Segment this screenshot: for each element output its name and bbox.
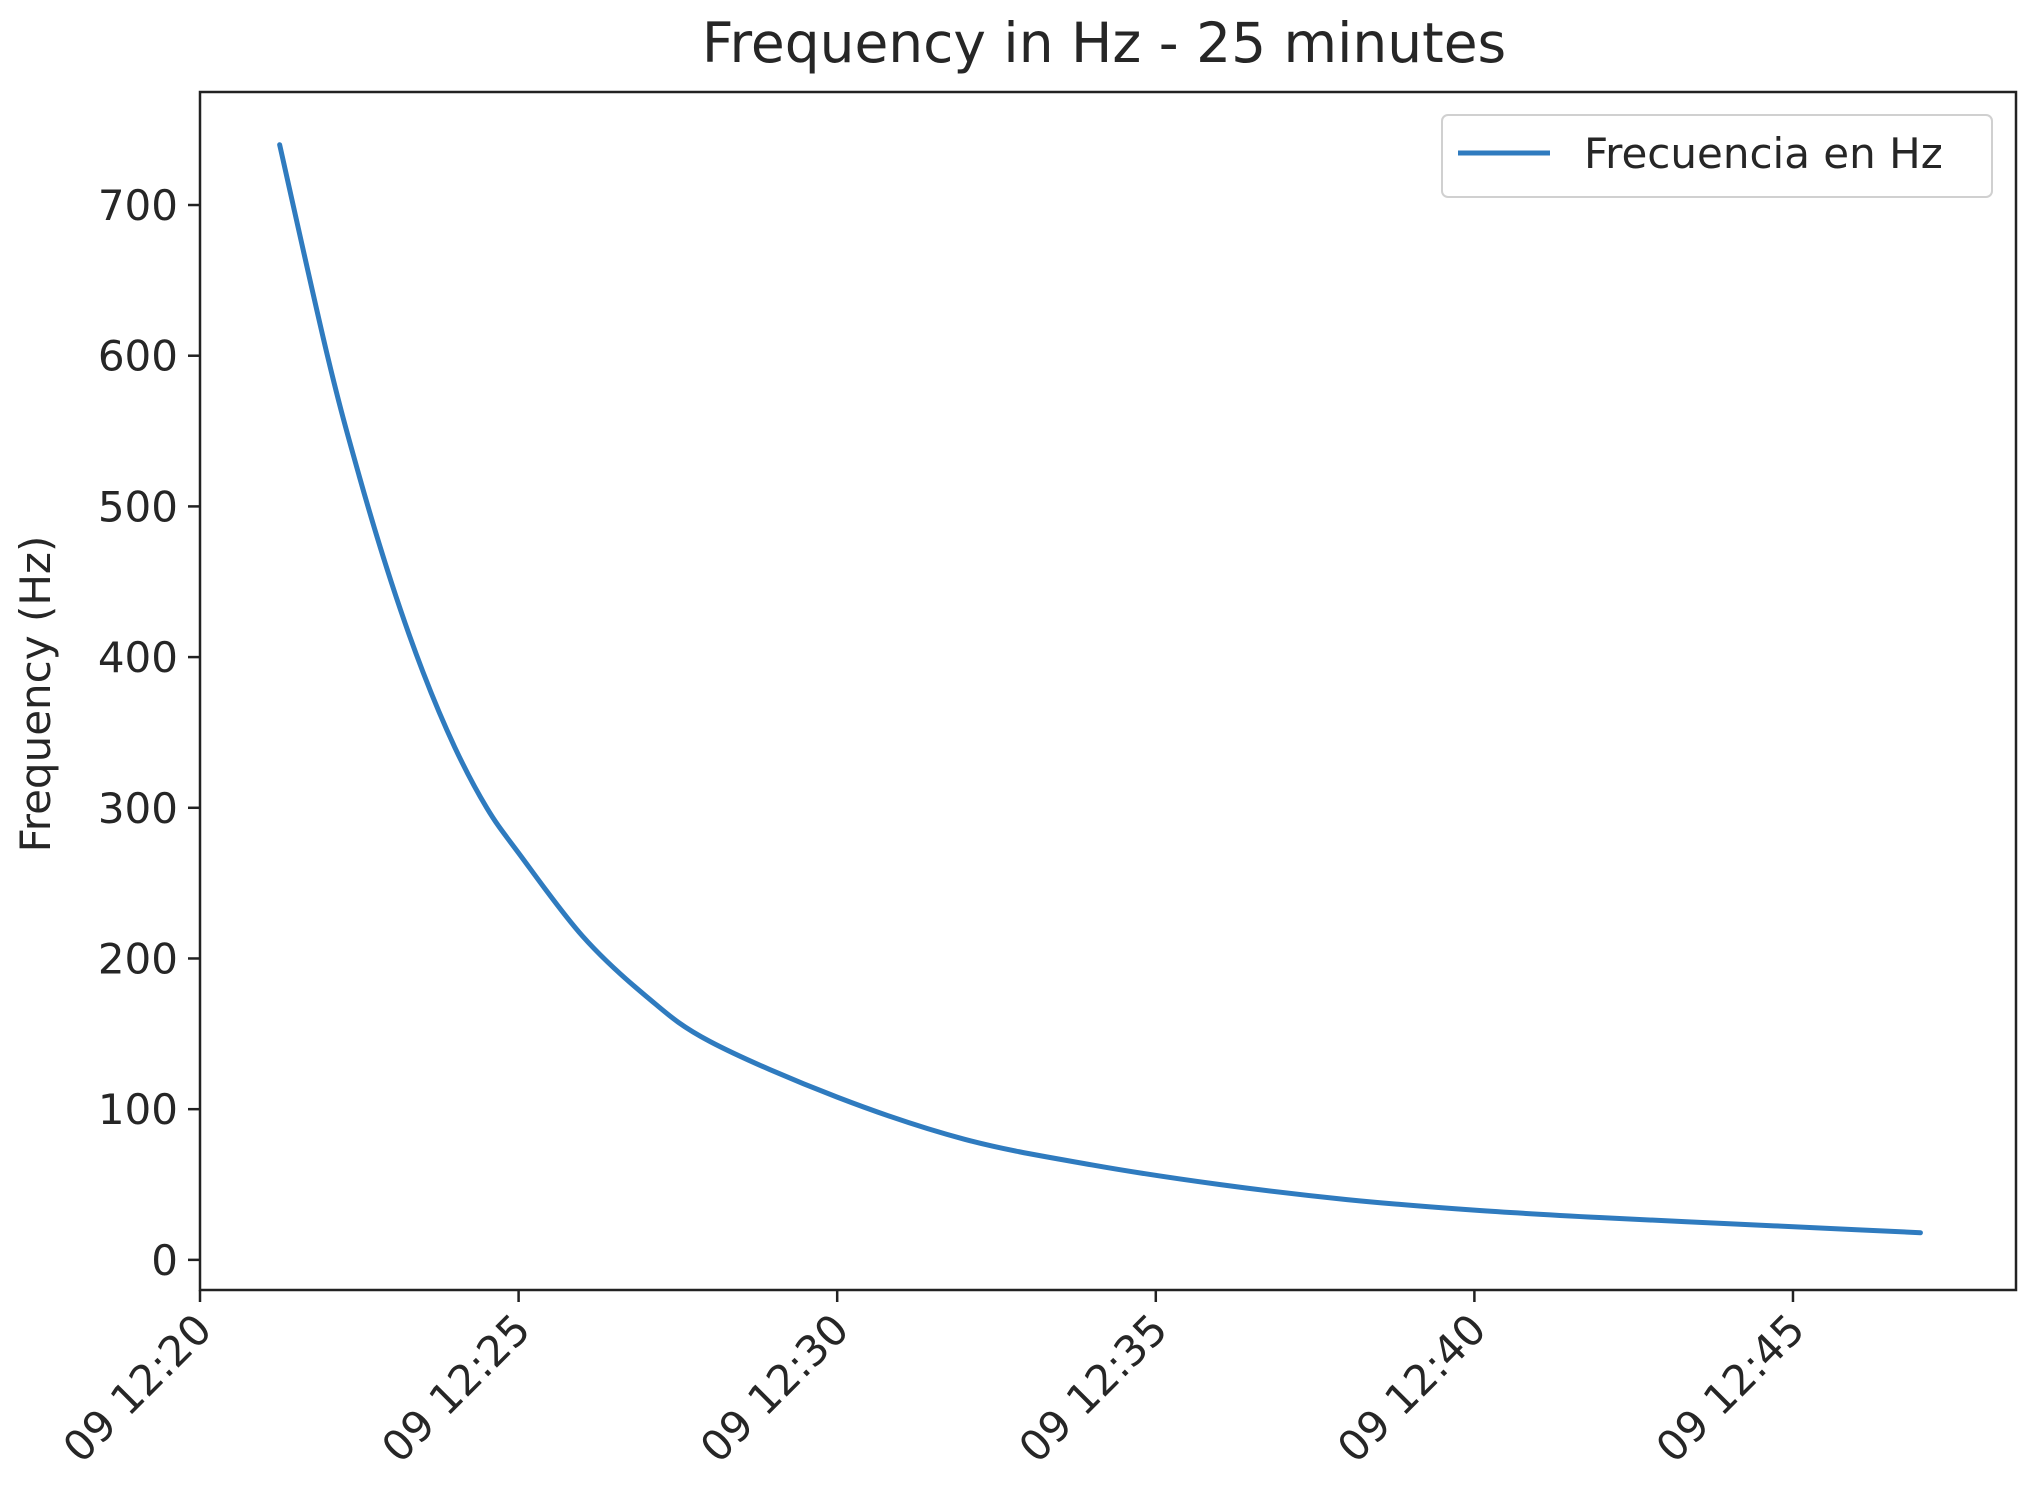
legend: Frecuencia en Hz <box>1441 114 1993 198</box>
y-tick-label: 0 <box>151 1236 178 1285</box>
y-tick-label: 600 <box>98 332 178 381</box>
chart-title: Frequency in Hz - 25 minutes <box>702 11 1506 75</box>
plot-area-frame <box>198 90 2018 1292</box>
x-tick-label: 09 12:20 <box>54 1304 221 1471</box>
x-tick-label: 09 12:45 <box>1647 1304 1814 1471</box>
y-tick-label: 700 <box>98 181 178 230</box>
y-axis-label: Frequency (Hz) <box>11 536 60 853</box>
y-tick-label: 400 <box>98 633 178 682</box>
series-line-frecuencia <box>277 142 1923 1236</box>
legend-box <box>1441 114 1993 198</box>
y-tick-label: 500 <box>98 482 178 531</box>
x-axis-ticks: 09 12:20 09 12:25 09 12:30 09 12:35 09 12:40… <box>54 1290 1814 1472</box>
y-tick-label: 200 <box>98 934 178 983</box>
x-tick-label: 09 12:30 <box>691 1304 858 1471</box>
y-axis-ticks: 0 100 200 300 400 500 600 700 <box>98 181 200 1285</box>
y-tick-label: 100 <box>98 1085 178 1134</box>
x-tick-label: 09 12:35 <box>1009 1304 1176 1471</box>
legend-label-frecuencia: Frecuencia en Hz <box>1584 129 1943 178</box>
series-layer <box>277 142 1923 1236</box>
x-tick-label: 09 12:40 <box>1328 1304 1495 1471</box>
x-tick-label: 09 12:25 <box>372 1304 539 1471</box>
y-tick-label: 300 <box>98 784 178 833</box>
